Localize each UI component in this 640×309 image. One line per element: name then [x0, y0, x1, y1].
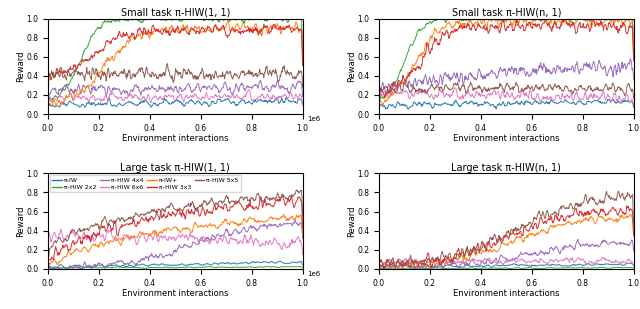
Text: 1e6: 1e6 [308, 271, 321, 277]
Text: 1e6: 1e6 [639, 271, 640, 277]
X-axis label: Environment interactions: Environment interactions [453, 289, 559, 298]
Y-axis label: Reward: Reward [347, 51, 356, 82]
Y-axis label: Reward: Reward [347, 205, 356, 237]
Text: 1e6: 1e6 [308, 116, 321, 122]
Title: Small task π-HIW(n, 1): Small task π-HIW(n, 1) [452, 8, 561, 18]
Title: Small task π-HIW(1, 1): Small task π-HIW(1, 1) [120, 8, 230, 18]
X-axis label: Environment interactions: Environment interactions [122, 289, 228, 298]
Title: Large task π-HIW(n, 1): Large task π-HIW(n, 1) [451, 163, 561, 172]
X-axis label: Environment interactions: Environment interactions [453, 134, 559, 143]
Y-axis label: Reward: Reward [16, 205, 25, 237]
Legend: π-IW, π-HIW 2x2, π-HIW 4x4, π-HIW 6x6, π-IW+, π-HIW 3x3, π-HIW 5x5: π-IW, π-HIW 2x2, π-HIW 4x4, π-HIW 6x6, π… [50, 175, 241, 193]
X-axis label: Environment interactions: Environment interactions [122, 134, 228, 143]
Y-axis label: Reward: Reward [16, 51, 25, 82]
Title: Large task π-HIW(1, 1): Large task π-HIW(1, 1) [120, 163, 230, 172]
Text: 1e6: 1e6 [639, 116, 640, 122]
